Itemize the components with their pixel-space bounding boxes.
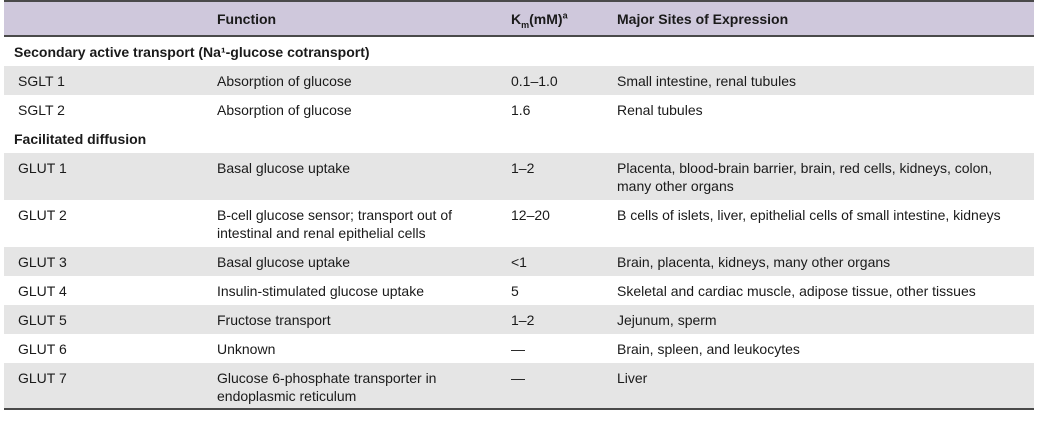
- header-km-subscript: m: [521, 19, 530, 30]
- transporter-sites: Placenta, blood-brain barrier, brain, re…: [617, 160, 993, 194]
- transporter-sites: Skeletal and cardiac muscle, adipose tis…: [617, 283, 976, 299]
- transporter-name: SGLT 1: [18, 73, 65, 89]
- transporter-function: Glucose 6-phosphate transporter in endop…: [217, 370, 437, 404]
- transporter-sites: Small intestine, renal tubules: [617, 73, 796, 89]
- table-row: GLUT 4 Insulin-stimulated glucose uptake…: [4, 276, 1034, 305]
- transporter-table: Function Km(mM)a Major Sites of Expressi…: [4, 0, 1034, 410]
- section-title: Facilitated diffusion: [14, 130, 147, 147]
- transporter-km: 1–2: [511, 312, 535, 328]
- transporter-km: 0.1–1.0: [511, 73, 558, 89]
- transporter-name: SGLT 2: [18, 102, 65, 118]
- transporter-function: Absorption of glucose: [217, 102, 352, 118]
- transporter-km: —: [511, 341, 525, 357]
- table-row: GLUT 1 Basal glucose uptake 1–2 Placenta…: [4, 153, 1034, 200]
- transporter-sites: Brain, spleen, and leukocytes: [617, 341, 800, 357]
- transporter-function: Absorption of glucose: [217, 73, 352, 89]
- table-row: SGLT 2 Absorption of glucose 1.6 Renal t…: [4, 95, 1034, 124]
- transporter-sites: Brain, placenta, kidneys, many other org…: [617, 254, 891, 270]
- table-row: SGLT 1 Absorption of glucose 0.1–1.0 Sma…: [4, 66, 1034, 95]
- transporter-name: GLUT 6: [18, 341, 67, 357]
- table-row: GLUT 2 B-cell glucose sensor; transport …: [4, 200, 1034, 247]
- table-row: GLUT 5 Fructose transport 1–2 Jejunum, s…: [4, 305, 1034, 334]
- transporter-km: <1: [511, 254, 527, 270]
- transporter-function: Basal glucose uptake: [217, 254, 351, 270]
- transporter-km: —: [511, 370, 525, 386]
- transporter-function: Unknown: [217, 341, 276, 357]
- transporter-function: Fructose transport: [217, 312, 331, 328]
- section-title: Secondary active transport (Na¹-glucose …: [14, 43, 370, 60]
- header-km-superscript: a: [562, 9, 568, 20]
- transporter-name: GLUT 3: [18, 254, 67, 270]
- transporter-function: Basal glucose uptake: [217, 160, 351, 176]
- table-row: GLUT 7 Glucose 6-phosphate transporter i…: [4, 363, 1034, 410]
- transporter-sites: Liver: [617, 370, 648, 386]
- header-function: Function: [217, 10, 277, 27]
- transporter-km: 5: [511, 283, 519, 299]
- transporter-name: GLUT 7: [18, 370, 67, 386]
- section-header: Facilitated diffusion: [4, 124, 1034, 153]
- table-header: Function Km(mM)a Major Sites of Expressi…: [4, 0, 1034, 37]
- section-header: Secondary active transport (Na¹-glucose …: [4, 37, 1034, 66]
- transporter-function: Insulin-stimulated glucose uptake: [217, 283, 425, 299]
- transporter-function: B-cell glucose sensor; transport out of …: [217, 207, 453, 241]
- transporter-sites: Renal tubules: [617, 102, 703, 118]
- transporter-km: 1.6: [511, 102, 531, 118]
- transporter-name: GLUT 5: [18, 312, 67, 328]
- transporter-km: 1–2: [511, 160, 535, 176]
- transporter-sites: Jejunum, sperm: [617, 312, 717, 328]
- transporter-name: GLUT 2: [18, 207, 67, 223]
- transporter-name: GLUT 4: [18, 283, 67, 299]
- header-km: Km(mM)a: [511, 9, 568, 30]
- table-row: GLUT 6 Unknown — Brain, spleen, and leuk…: [4, 334, 1034, 363]
- transporter-sites: B cells of islets, liver, epithelial cel…: [617, 207, 1001, 223]
- transporter-km: 12–20: [511, 207, 550, 223]
- header-sites: Major Sites of Expression: [617, 10, 789, 27]
- transporter-name: GLUT 1: [18, 160, 67, 176]
- table-row: GLUT 3 Basal glucose uptake <1 Brain, pl…: [4, 247, 1034, 276]
